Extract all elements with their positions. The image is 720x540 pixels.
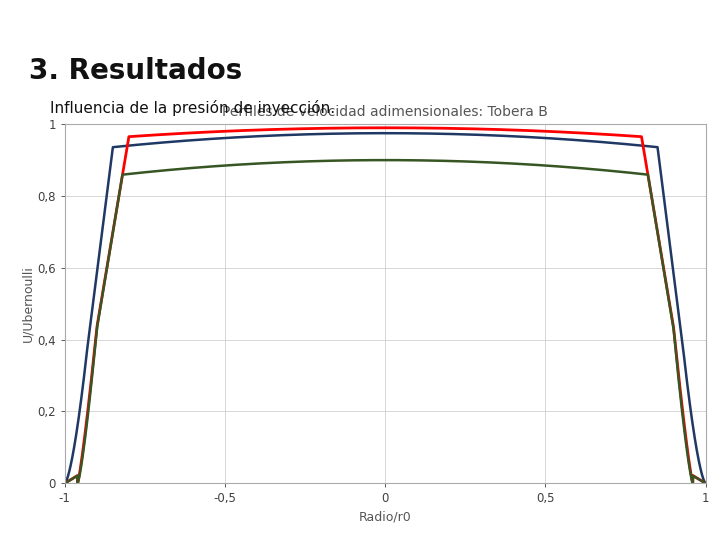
Line: Presion inyeccion: 1000 bar: Presion inyeccion: 1000 bar xyxy=(65,128,706,483)
Presion inyección: 500 bar: (-0.000333, 0.975): 500 bar: (-0.000333, 0.975) xyxy=(381,130,390,137)
Presión inyección: 1600 bar: (0.746, 0.866): 1600 bar: (0.746, 0.866) xyxy=(620,169,629,176)
Line: Presion inyección: 500 bar: Presion inyección: 500 bar xyxy=(65,133,706,483)
Presion inyeccion: 1000 bar: (-0.772, 0.967): 1000 bar: (-0.772, 0.967) xyxy=(133,133,142,139)
Presión inyección: 1600 bar: (-0.772, 0.864): 1600 bar: (-0.772, 0.864) xyxy=(133,170,142,176)
Text: Influencia de la presión de inyección.: Influencia de la presión de inyección. xyxy=(50,100,336,116)
Presion inyección: 500 bar: (-0.653, 0.952): 500 bar: (-0.653, 0.952) xyxy=(171,138,180,145)
Presion inyección: 500 bar: (-0.233, 0.972): 500 bar: (-0.233, 0.972) xyxy=(306,131,315,138)
Presión inyección: 1600 bar: (-0.000333, 0.9): 1600 bar: (-0.000333, 0.9) xyxy=(381,157,390,164)
Presion inyeccion: 1000 bar: (-0.233, 0.988): 1000 bar: (-0.233, 0.988) xyxy=(306,125,315,132)
Presion inyección: 500 bar: (0.961, 0.154): 500 bar: (0.961, 0.154) xyxy=(689,425,698,431)
Presion inyección: 500 bar: (-0.772, 0.943): 500 bar: (-0.772, 0.943) xyxy=(133,141,142,148)
Presión inyección: 1600 bar: (-0.146, 0.899): 1600 bar: (-0.146, 0.899) xyxy=(334,157,343,164)
Text: 9/14: 9/14 xyxy=(675,512,698,522)
Presion inyeccion: 1000 bar: (1, 0): 1000 bar: (1, 0) xyxy=(701,480,710,487)
Text: Julio 2016: Julio 2016 xyxy=(22,512,73,522)
Text: 3. Resultados: 3. Resultados xyxy=(29,57,242,85)
Presion inyeccion: 1000 bar: (0.746, 0.968): 1000 bar: (0.746, 0.968) xyxy=(620,132,629,139)
Line: Presión inyección: 1600 bar: Presión inyección: 1600 bar xyxy=(65,160,706,483)
Presión inyección: 1600 bar: (-1, 0): 1600 bar: (-1, 0) xyxy=(60,480,69,487)
Presión inyección: 1600 bar: (-0.233, 0.897): 1600 bar: (-0.233, 0.897) xyxy=(306,158,315,165)
Presión inyección: 1600 bar: (1, 0): 1600 bar: (1, 0) xyxy=(701,480,710,487)
Presion inyeccion: 1000 bar: (0.961, 0.021): 1000 bar: (0.961, 0.021) xyxy=(689,472,698,479)
Y-axis label: U/Ubernoulli: U/Ubernoulli xyxy=(22,265,35,342)
X-axis label: Radio/r0: Radio/r0 xyxy=(359,511,412,524)
Presión inyección: 1600 bar: (0.961, 0.0208): 1600 bar: (0.961, 0.0208) xyxy=(689,472,698,479)
Presion inyeccion: 1000 bar: (-0.653, 0.973): 1000 bar: (-0.653, 0.973) xyxy=(171,131,180,137)
Title: Perfiles de velocidad adimensionales: Tobera B: Perfiles de velocidad adimensionales: To… xyxy=(222,105,548,119)
Presion inyección: 500 bar: (-1, 8.11e-24): 500 bar: (-1, 8.11e-24) xyxy=(60,480,69,487)
Presion inyeccion: 1000 bar: (-0.000333, 0.99): 1000 bar: (-0.000333, 0.99) xyxy=(381,125,390,131)
Presión inyección: 1600 bar: (-0.653, 0.874): 1600 bar: (-0.653, 0.874) xyxy=(171,166,180,173)
Presion inyeccion: 1000 bar: (-1, 0): 1000 bar: (-1, 0) xyxy=(60,480,69,487)
Presion inyeccion: 1000 bar: (-0.146, 0.989): 1000 bar: (-0.146, 0.989) xyxy=(334,125,343,131)
Presion inyección: 500 bar: (1, 8.11e-24): 500 bar: (1, 8.11e-24) xyxy=(701,480,710,487)
Presion inyección: 500 bar: (0.746, 0.945): 500 bar: (0.746, 0.945) xyxy=(620,141,629,147)
Presion inyección: 500 bar: (-0.146, 0.974): 500 bar: (-0.146, 0.974) xyxy=(334,130,343,137)
Text: SIMULACIÓN CFD DE FLUJO INTERNO EN TOBERAS
DIÉSEL PARA MOTORES INDUSTRIALES: SIMULACIÓN CFD DE FLUJO INTERNO EN TOBER… xyxy=(238,504,482,530)
